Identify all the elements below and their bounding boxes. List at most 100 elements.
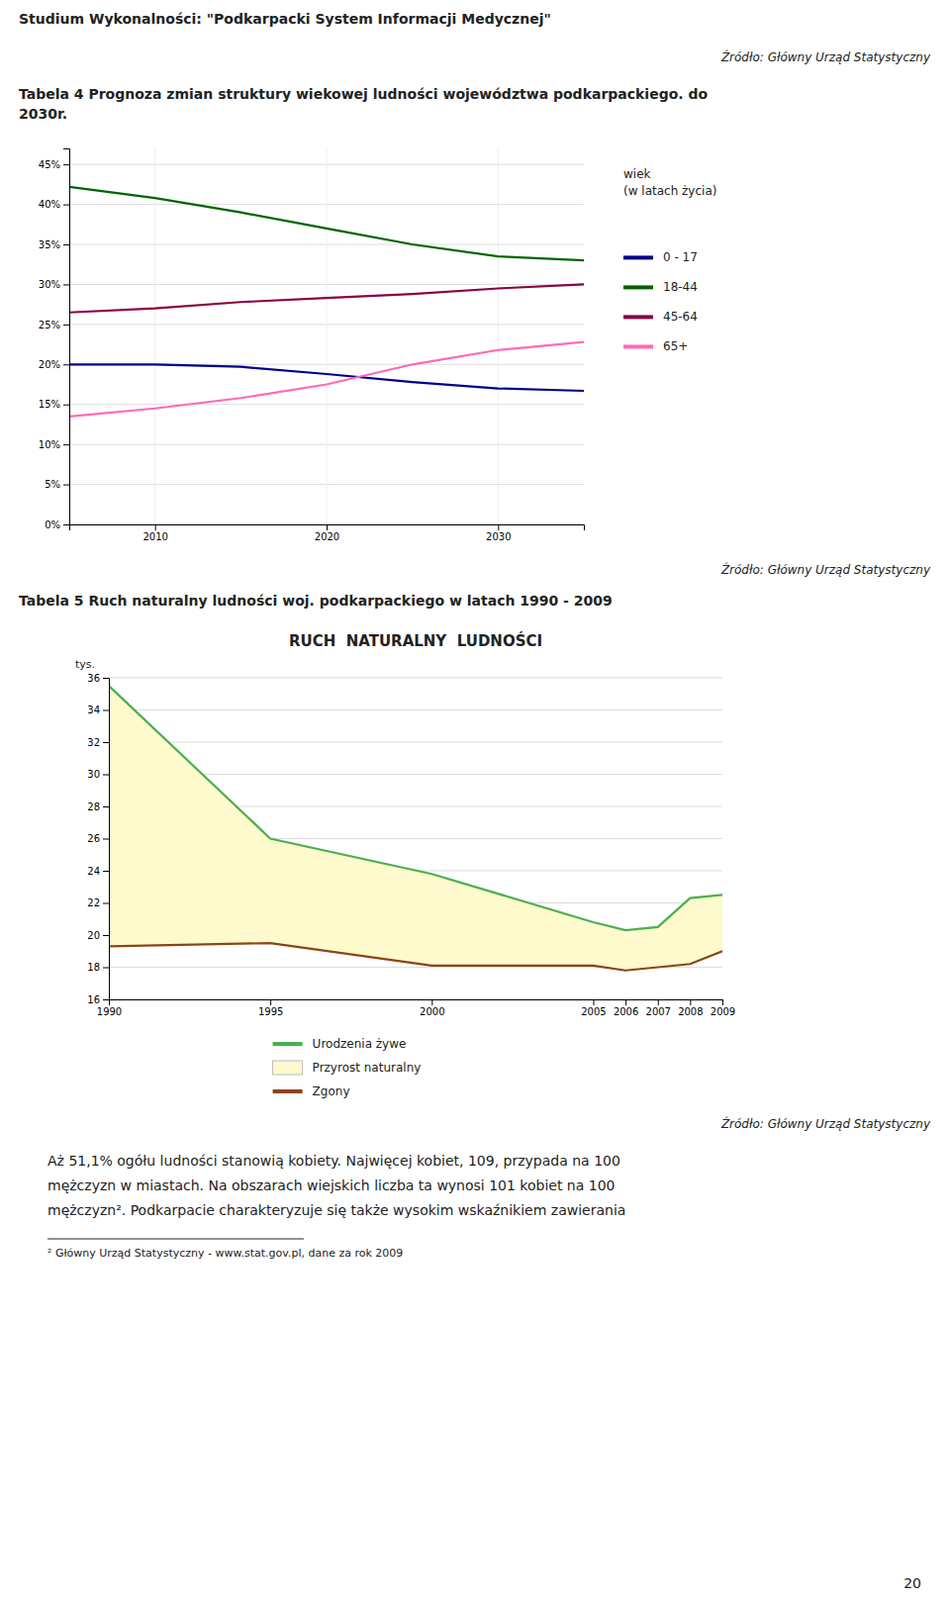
axis-line: [70, 525, 585, 532]
source: Źródło: Główny Urząd Statystyczny: [720, 562, 932, 577]
axis-line: [109, 1000, 724, 1007]
legend: wiek (w latach życia) 0 - 17 18-44 45-64 65+: [623, 167, 717, 354]
tick: 1995: [258, 999, 284, 1018]
tick: 36: [87, 672, 109, 684]
tick: 1990: [96, 999, 122, 1018]
tick-label: 20%: [38, 359, 61, 371]
legend-label: 18-44: [663, 280, 698, 294]
footer-text: Aż 51,1% ogółu ludności stanowią kobiety…: [47, 1152, 621, 1169]
tick: 10%: [38, 439, 70, 451]
legend-item: 65+: [623, 339, 688, 354]
tick: 2008: [677, 999, 703, 1018]
caption-line: Tabela 4 Prognoza zmian struktury wiekow…: [18, 86, 709, 102]
tick-label: 45%: [38, 159, 61, 171]
tick-mark: [102, 774, 109, 776]
legend-label: 65+: [663, 339, 688, 354]
plot-area: [69, 187, 584, 417]
line: [69, 342, 584, 417]
tick-mark: [102, 967, 109, 969]
legend-swatch: [623, 314, 654, 319]
legend-item: Zgony: [273, 1084, 351, 1099]
tick: 2010: [142, 524, 168, 543]
tick: 2030: [485, 524, 511, 543]
tick-label: 2000: [419, 1006, 445, 1018]
legend-swatch: [273, 1089, 303, 1094]
tick-mark: [155, 524, 157, 531]
tick: 34: [87, 704, 109, 716]
tick: 35%: [38, 239, 70, 251]
tick: 20: [87, 930, 109, 942]
tick-mark: [63, 444, 70, 446]
tick-label: 40%: [38, 198, 61, 210]
legend-swatch: [623, 344, 654, 349]
tick: 18: [87, 961, 109, 973]
tick-mark: [102, 742, 109, 744]
x-axis: 2010 2020 2030: [70, 524, 585, 543]
tick-mark: [431, 999, 433, 1006]
axis-line: [102, 678, 110, 1001]
tick-label: 2007: [646, 1006, 671, 1018]
tick-label: 5%: [44, 478, 61, 490]
legend-title-line: wiek: [623, 167, 652, 182]
page: Studium Wykonalności: "Podkarpacki Syste…: [0, 0, 950, 1600]
footer-text: mężczyzn². Podkarpacie charakteryzuje si…: [47, 1202, 626, 1219]
tick-label: 10%: [38, 439, 61, 451]
grid-line: [108, 742, 723, 744]
tick: 15%: [38, 398, 70, 410]
tick-mark: [63, 484, 70, 486]
legend-swatch: [623, 255, 654, 260]
caption: Tabela 5 Ruch naturalny ludności woj. po…: [18, 592, 613, 609]
axis-line: [63, 149, 71, 526]
tick-label: 2008: [677, 1006, 703, 1018]
grid-line: [108, 677, 723, 679]
tick: 2000: [419, 999, 445, 1018]
caption-line: 2030r.: [18, 105, 68, 122]
footer-text: mężczyzn w miastach. Na obszarach wiejsk…: [47, 1177, 616, 1194]
tick: 16: [87, 994, 109, 1006]
tick-mark: [658, 999, 660, 1006]
tick-mark: [102, 710, 109, 712]
legend-item: 0 - 17: [623, 250, 698, 265]
tick-label: 30%: [38, 279, 61, 290]
tick-label: 34: [87, 704, 100, 716]
footnote: ² Główny Urząd Statystyczny - www.stat.g…: [47, 1246, 403, 1260]
tick: 40%: [38, 198, 70, 210]
tick-mark: [63, 364, 70, 366]
tick-mark: [63, 524, 70, 526]
legend-swatch: [273, 1060, 303, 1075]
tick-mark: [102, 677, 109, 679]
tick-label: 1990: [96, 1006, 122, 1018]
tick-label: 2020: [314, 531, 340, 543]
source: Źródło: Główny Urząd Statystyczny: [720, 1116, 932, 1132]
grid: [108, 677, 723, 1000]
tick-label: 2010: [142, 531, 168, 543]
tick-label: 0%: [44, 519, 61, 531]
tick-mark: [625, 999, 627, 1006]
tick-label: 1995: [258, 1006, 284, 1018]
tick-label: 2006: [613, 1006, 639, 1018]
legend-title-line: (w latach życia): [623, 184, 717, 198]
line: [69, 284, 584, 312]
legend-label: Przyrost naturalny: [312, 1060, 422, 1075]
legend-title: wiek (w latach życia): [623, 167, 717, 197]
legend: Urodzenia żywePrzyrost naturalnyZgony: [273, 1037, 422, 1099]
tick-label: 2009: [710, 1006, 736, 1018]
legend-label: 45-64: [663, 309, 698, 324]
tick-label: 28: [87, 801, 100, 813]
tick-mark: [63, 244, 70, 246]
tick: 45%: [38, 159, 70, 171]
y-axis: 0% 5% 10% 15% 20% 25% 30% 35% 40% 45%: [38, 149, 71, 531]
tick-mark: [722, 999, 724, 1006]
tick-label: 35%: [38, 239, 61, 251]
tick-mark: [497, 524, 499, 531]
tick: 20%: [38, 359, 70, 371]
tick-mark: [102, 839, 109, 841]
tick-mark: [102, 806, 109, 808]
tick: 25%: [38, 319, 70, 331]
tick-label: 24: [87, 865, 100, 877]
tick-mark: [63, 204, 70, 206]
tick: 2007: [646, 999, 671, 1018]
tick-mark: [63, 324, 70, 326]
tick: 30: [87, 768, 109, 780]
tick: 22: [87, 897, 109, 909]
